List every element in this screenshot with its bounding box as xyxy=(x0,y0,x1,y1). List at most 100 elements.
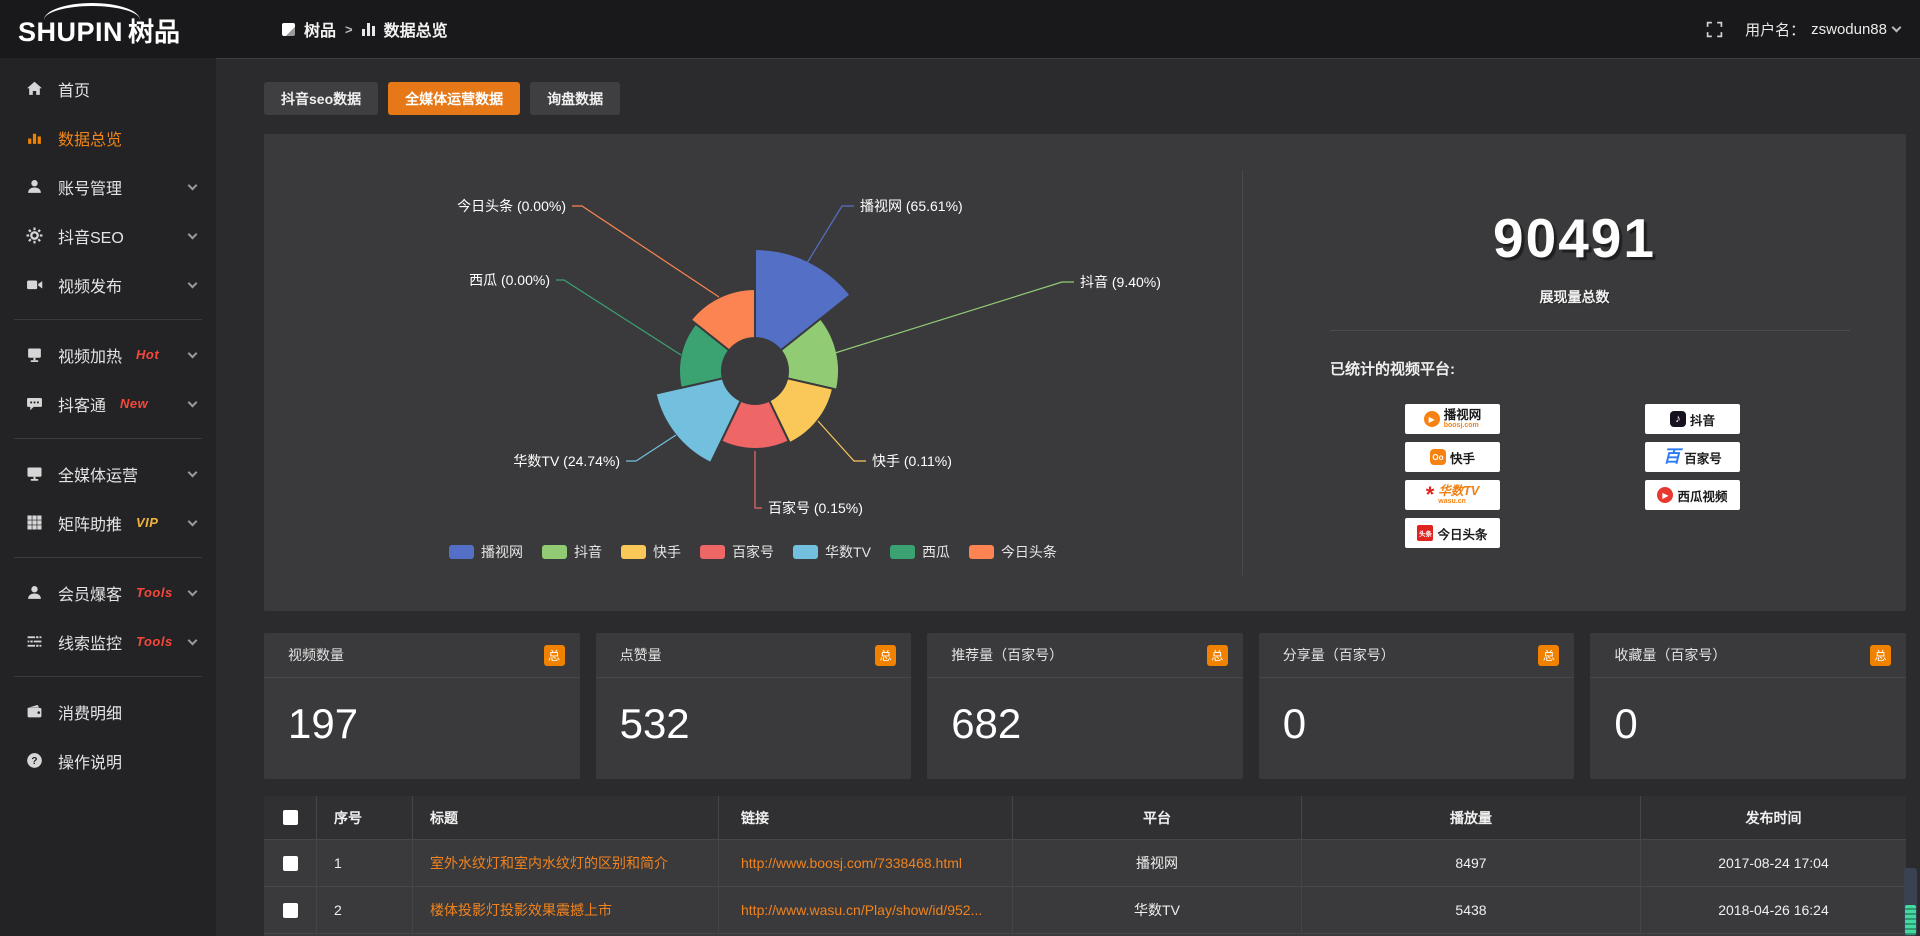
sidebar-item[interactable]: 账号管理 xyxy=(0,162,216,211)
row-checkbox-cell xyxy=(264,840,316,886)
fullscreen-icon[interactable] xyxy=(1706,21,1723,38)
column-header: 链接 xyxy=(718,796,1012,839)
card-value: 682 xyxy=(951,700,1022,747)
boosj-logo-icon: ▶ xyxy=(1423,411,1440,427)
sidebar-item[interactable]: 抖音SEO xyxy=(0,211,216,260)
total-badge[interactable]: 总 xyxy=(1206,644,1228,666)
sidebar-item-badge: VIP xyxy=(136,515,159,530)
legend-item-华数TV[interactable]: 华数TV xyxy=(793,542,871,562)
legend-swatch xyxy=(968,545,994,559)
legend-item-西瓜[interactable]: 西瓜 xyxy=(889,542,950,562)
label-line xyxy=(556,279,682,356)
pie-slice-华数TV[interactable] xyxy=(654,377,743,465)
sidebar-item-label: 视频加热 xyxy=(58,348,123,366)
sidebar-item[interactable]: 消费明细 xyxy=(0,687,216,736)
select-all-checkbox[interactable] xyxy=(282,810,298,825)
row-checkbox[interactable] xyxy=(282,855,298,871)
stat-card-点赞量: 点赞量 总 532 xyxy=(595,633,912,779)
video-url-link[interactable]: http://www.wasu.cn/Play/show/id/952... xyxy=(718,887,1012,933)
card-value: 197 xyxy=(288,700,359,747)
chevron-down-icon xyxy=(187,348,198,358)
sidebar-item[interactable]: 视频加热 Hot xyxy=(0,330,216,379)
card-label: 视频数量 xyxy=(288,647,344,663)
sidebar-item-label: 消费明细 xyxy=(58,705,123,723)
total-badge[interactable]: 总 xyxy=(543,644,565,666)
pie-label: 播视网 (65.61%) xyxy=(860,198,963,214)
platform-share-rose-chart: 播视网 (65.61%) 抖音 (9.40%) 快手 (0.11%) 百家号 (0.1… xyxy=(264,134,1242,616)
pie-slice-播视网[interactable] xyxy=(754,247,852,352)
toutiao-logo-icon: 头条 xyxy=(1417,525,1434,541)
breadcrumb-root[interactable]: 树品 xyxy=(304,23,337,40)
sidebar-item[interactable]: 线索监控 Tools xyxy=(0,617,216,666)
video-url-link[interactable]: http://www.boosj.com/7338468.html xyxy=(718,840,1012,886)
sidebar-item[interactable]: 数据总览 xyxy=(0,113,216,162)
stats-cards: 视频数量总 197 点赞量总 532 推荐量（百家号）总 682 分享量（百家号）总 0 收藏量… xyxy=(264,633,1906,779)
platform-name: 百家号 xyxy=(1684,451,1722,466)
legend-item-今日头条[interactable]: 今日头条 xyxy=(968,542,1057,562)
platform-badge-抖音: ♪ 抖音 xyxy=(1645,404,1740,434)
header-checkbox-cell xyxy=(264,796,316,839)
sidebar-item[interactable]: 全媒体运营 xyxy=(0,449,216,498)
user-menu[interactable]: 用户名： zswodun88 xyxy=(1745,19,1902,40)
legend-item-抖音[interactable]: 抖音 xyxy=(542,542,602,562)
stat-card-推荐量（百家号）: 推荐量（百家号） 总 682 xyxy=(927,633,1243,779)
tab-抖音seo数据[interactable]: 抖音seo数据 xyxy=(264,82,379,115)
tab-bar: 抖音seo数据 全媒体运营数据 询盘数据 xyxy=(264,82,621,115)
sidebar-item[interactable]: 首页 xyxy=(0,64,216,113)
legend-item-播视网[interactable]: 播视网 xyxy=(449,542,523,562)
pie-slice-今日头条[interactable] xyxy=(689,287,756,352)
total-badge[interactable]: 总 xyxy=(1538,644,1560,666)
legend-item-快手[interactable]: 快手 xyxy=(621,542,681,562)
kuaishou-logo-icon: Oo xyxy=(1429,449,1446,465)
tab-全媒体运营数据[interactable]: 全媒体运营数据 xyxy=(388,82,521,115)
scrollbar-thumb[interactable] xyxy=(1905,905,1916,935)
chevron-down-icon xyxy=(187,586,198,596)
table-row: 2 楼体投影灯投影效果震撼上市 http://www.wasu.cn/Play/sh… xyxy=(264,886,1906,933)
column-header: 发布时间 xyxy=(1640,796,1906,839)
sidebar-item-label: 会员爆客 xyxy=(58,586,123,604)
stat-card-收藏量（百家号）: 收藏量（百家号） 总 0 xyxy=(1590,633,1906,779)
sidebar-item[interactable]: 抖客通 New xyxy=(0,379,216,428)
sidebar-item-badge: Tools xyxy=(136,634,173,649)
overview-panel: 播视网 (65.61%) 抖音 (9.40%) 快手 (0.11%) 百家号 (0.1… xyxy=(264,134,1906,611)
legend-label: 今日头条 xyxy=(1000,544,1057,560)
sidebar-item-label: 操作说明 xyxy=(58,754,123,772)
pie-slice-抖音[interactable] xyxy=(779,317,840,391)
tab-询盘数据[interactable]: 询盘数据 xyxy=(530,82,621,115)
legend-swatch xyxy=(621,545,647,559)
scrollbar-track[interactable] xyxy=(1904,868,1917,936)
breadcrumb-current[interactable]: 数据总览 xyxy=(383,23,448,40)
sidebar-item[interactable]: 视频发布 xyxy=(0,260,216,309)
legend-swatch xyxy=(449,545,475,559)
chevron-down-icon xyxy=(187,229,198,239)
sidebar-item-label: 视频发布 xyxy=(58,278,123,296)
legend-item-百家号[interactable]: 百家号 xyxy=(700,542,774,562)
platforms-grid: ▶ 播视网 boosj.com ♪ 抖音 Oo 快手百百家号 * 华数TV wasu.cn ▶ 西瓜视… xyxy=(1405,404,1906,548)
card-header: 分享量（百家号） 总 xyxy=(1258,633,1575,678)
row-checkbox[interactable] xyxy=(282,902,298,918)
sidebar-item[interactable]: ? 操作说明 xyxy=(0,736,216,785)
pie-label: 百家号 (0.15%) xyxy=(768,500,863,516)
sidebar-item[interactable]: 矩阵助推 VIP xyxy=(0,498,216,547)
platform-badge-快手: Oo 快手 xyxy=(1405,442,1500,472)
platform-badge-播视网: ▶ 播视网 boosj.com xyxy=(1405,404,1500,434)
sidebar-item-label: 抖音SEO xyxy=(58,229,124,247)
platform-name: 华数TV xyxy=(1438,483,1480,498)
sidebar-item-label: 账号管理 xyxy=(58,180,123,198)
baijiahao-logo-icon: 百 xyxy=(1663,447,1681,466)
card-header: 收藏量（百家号） 总 xyxy=(1590,633,1906,678)
chart-section: 播视网 (65.61%) 抖音 (9.40%) 快手 (0.11%) 百家号 (0.1… xyxy=(264,134,1242,611)
pie-slice-快手[interactable] xyxy=(767,377,835,445)
video-title-link[interactable]: 楼体投影灯投影效果震撼上市 xyxy=(412,887,718,933)
video-title-link[interactable]: 室外水纹灯和室内水纹灯的区别和简介 xyxy=(412,840,718,886)
total-badge[interactable]: 总 xyxy=(1869,644,1891,666)
table-header-row: 序号 标题 链接 平台 播放量 发布时间 xyxy=(264,796,1906,839)
total-badge[interactable]: 总 xyxy=(875,644,897,666)
legend-label: 播视网 xyxy=(481,544,524,560)
logo-arc xyxy=(44,3,140,37)
platform-badge-西瓜视频: ▶ 西瓜视频 xyxy=(1645,480,1740,510)
platforms-label: 已统计的视频平台: xyxy=(1330,361,1455,378)
chart-legend: 播视网 抖音 快手 百家号 华数TV 西瓜 今日头条 xyxy=(264,542,1242,562)
sidebar-item[interactable]: 会员爆客 Tools xyxy=(0,568,216,617)
legend-swatch xyxy=(793,545,819,559)
